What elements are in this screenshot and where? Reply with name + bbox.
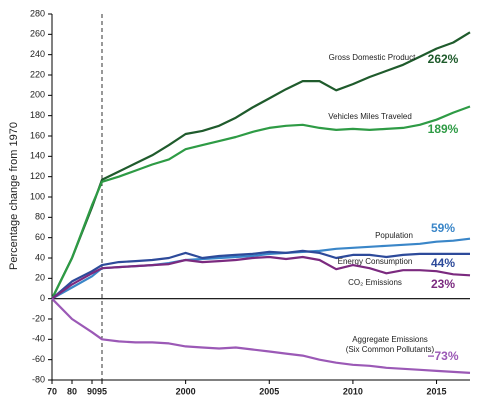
y-tick-label: 260: [30, 29, 45, 39]
x-tick-label: 95: [97, 386, 107, 396]
series-label: Vehicles Miles Traveled: [328, 112, 412, 121]
series-line: [51, 237, 471, 300]
x-tick-label: 2010: [343, 386, 363, 396]
y-tick-label: 220: [30, 69, 45, 79]
y-tick-label: -20: [32, 313, 45, 323]
series-label: Gross Domestic Product: [329, 53, 416, 62]
series-line: [51, 31, 471, 300]
end-label: 59%: [431, 221, 455, 235]
y-tick-label: 140: [30, 151, 45, 161]
y-tick-label: 200: [30, 90, 45, 100]
series-label: Aggregate Emissions (Six Common Pollutant…: [346, 335, 435, 354]
series-label: CO₂ Emissions: [348, 278, 402, 287]
series-label: Population: [375, 231, 413, 240]
y-tick-label: 120: [30, 171, 45, 181]
series-line: [51, 297, 471, 374]
series-line: [51, 249, 470, 300]
end-label: 23%: [431, 277, 455, 291]
y-tick-label: 20: [35, 273, 45, 283]
y-tick-label: 180: [30, 110, 45, 120]
series-line: [51, 105, 471, 300]
end-label: 262%: [428, 52, 459, 66]
y-tick-label: -80: [32, 374, 45, 384]
y-tick-label: -60: [32, 354, 45, 364]
x-tick-label: 70: [47, 386, 57, 396]
y-tick-label: -40: [32, 334, 45, 344]
y-tick-label: 80: [35, 212, 45, 222]
y-tick-label: 40: [35, 252, 45, 262]
y-tick-label: 60: [35, 232, 45, 242]
end-label: −73%: [427, 349, 458, 363]
x-tick-label: 2005: [259, 386, 279, 396]
y-tick-label: 0: [40, 293, 45, 303]
x-tick-label: 2000: [176, 386, 196, 396]
x-tick-label: 90: [87, 386, 97, 396]
x-tick-label: 80: [67, 386, 77, 396]
x-tick-label: 2015: [427, 386, 447, 396]
y-tick-label: 100: [30, 191, 45, 201]
end-label: 44%: [431, 256, 455, 270]
y-tick-label: 280: [30, 8, 45, 18]
y-tick-label: 160: [30, 130, 45, 140]
end-label: 189%: [428, 122, 459, 136]
y-tick-label: 240: [30, 49, 45, 59]
series-line: [51, 255, 471, 300]
y-axis-label: Percentage change from 1970: [8, 122, 20, 270]
series-label: Energy Consumption: [338, 257, 413, 266]
